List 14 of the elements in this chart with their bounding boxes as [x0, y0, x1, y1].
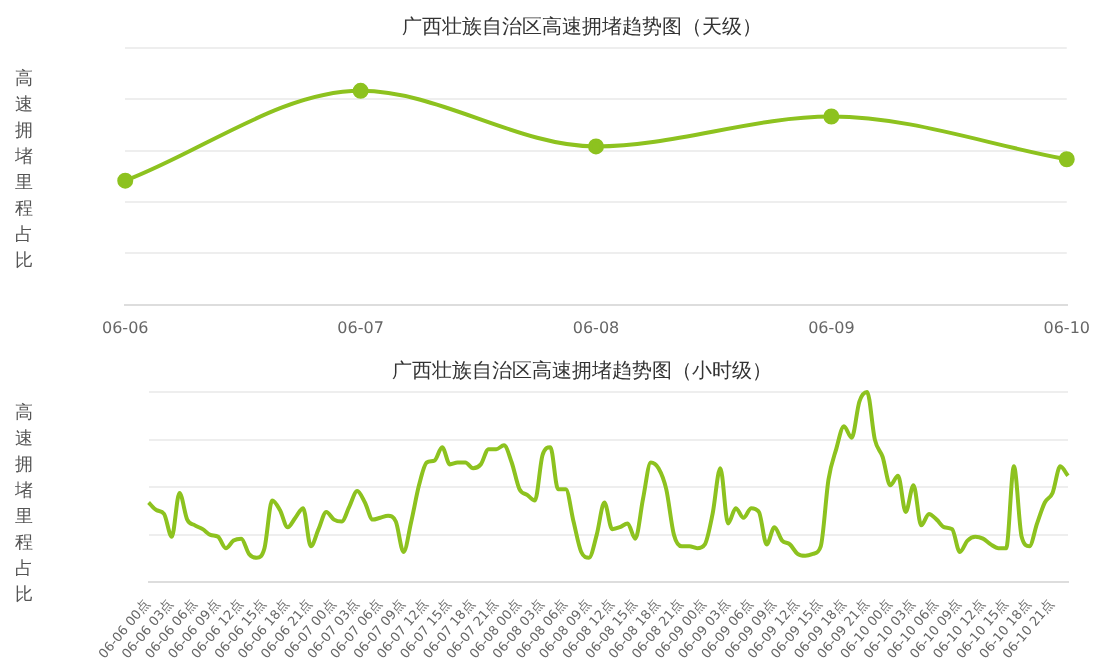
y-axis-title: 高速拥堵里程占比 [15, 68, 33, 276]
point [588, 138, 604, 155]
point [352, 82, 369, 99]
point [117, 172, 134, 189]
y-axis-title: 高速拥堵里程占比 [15, 402, 33, 610]
x-tick-label: 06-09 [808, 318, 855, 337]
x-tick-label: 06-10 [1043, 318, 1090, 337]
x-tick-label: 06-08 [572, 318, 620, 337]
x-tick-label: 06-07 [337, 318, 384, 337]
point [823, 108, 840, 125]
chart-title: 广西壮族自治区高速拥堵趋势图（天级） [402, 15, 762, 40]
chart-title: 广西壮族自治区高速拥堵趋势图（小时级） [392, 359, 772, 384]
point [1058, 151, 1075, 168]
x-tick-label: 06-06 [102, 318, 149, 337]
